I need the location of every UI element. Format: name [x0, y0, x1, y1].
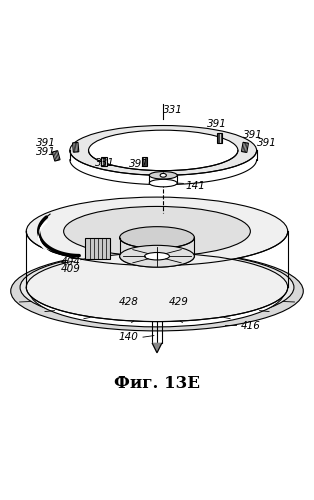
- Ellipse shape: [20, 252, 294, 323]
- Text: 140: 140: [118, 332, 138, 342]
- Text: 391: 391: [36, 147, 56, 157]
- Text: 404: 404: [61, 258, 80, 268]
- Text: 429: 429: [169, 296, 189, 306]
- Ellipse shape: [26, 253, 288, 322]
- Ellipse shape: [120, 246, 194, 267]
- Text: 391: 391: [36, 138, 56, 147]
- Polygon shape: [241, 142, 248, 152]
- Polygon shape: [73, 142, 79, 152]
- Ellipse shape: [26, 197, 288, 266]
- Text: 391: 391: [243, 130, 263, 140]
- Ellipse shape: [144, 252, 170, 260]
- Polygon shape: [52, 150, 60, 161]
- Ellipse shape: [120, 226, 194, 248]
- Text: 409: 409: [61, 264, 80, 274]
- Text: 331: 331: [95, 158, 115, 168]
- Bar: [85, 238, 110, 260]
- Ellipse shape: [70, 126, 257, 176]
- Text: 428: 428: [119, 296, 139, 306]
- Ellipse shape: [11, 251, 303, 331]
- Text: Фиг. 13Е: Фиг. 13Е: [114, 374, 200, 392]
- Text: 331: 331: [163, 104, 182, 115]
- Ellipse shape: [149, 172, 177, 179]
- Polygon shape: [217, 134, 222, 142]
- Ellipse shape: [89, 130, 238, 170]
- Ellipse shape: [149, 180, 177, 187]
- Polygon shape: [152, 344, 162, 352]
- Polygon shape: [142, 156, 147, 166]
- Ellipse shape: [160, 174, 166, 177]
- Text: 391: 391: [257, 138, 276, 147]
- Ellipse shape: [64, 206, 250, 256]
- Polygon shape: [101, 156, 107, 166]
- Text: 391: 391: [129, 160, 149, 170]
- Text: 141: 141: [185, 181, 205, 191]
- Text: 391: 391: [207, 119, 227, 129]
- Ellipse shape: [30, 256, 284, 327]
- Text: 416: 416: [241, 321, 261, 331]
